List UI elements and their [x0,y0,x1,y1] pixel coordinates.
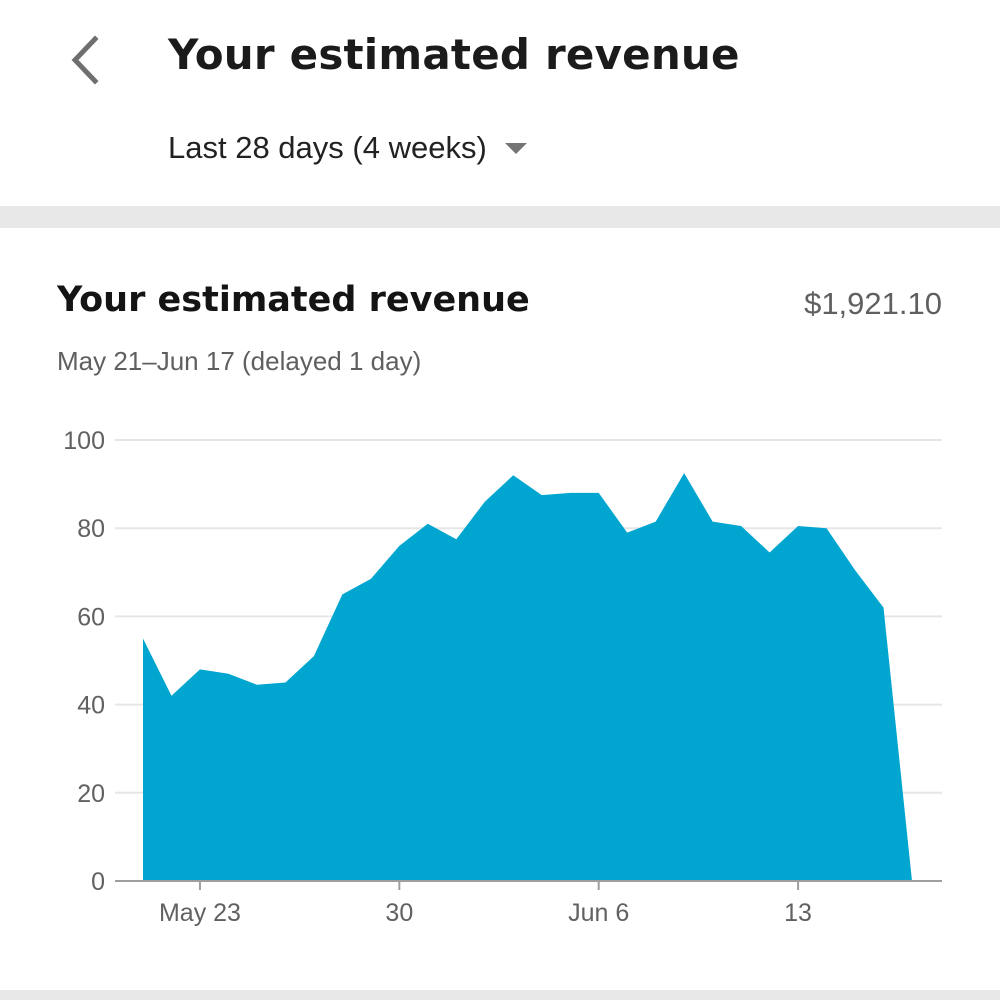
chevron-left-icon [71,35,99,85]
triangle-down-icon [504,142,527,154]
card-title: Your estimated revenue [57,280,530,320]
y-tick-label: 80 [77,515,105,543]
page-title: Your estimated revenue [168,30,740,79]
revenue-area-chart: 0 20 40 60 80 100 May 23 30 Jun 6 13 [63,427,942,927]
period-dropdown[interactable]: Last 28 days (4 weeks) [168,130,527,166]
back-button[interactable] [50,25,120,95]
revenue-area-series [143,473,912,881]
bottom-divider [0,990,1000,1000]
date-range-subtitle: May 21–Jun 17 (delayed 1 day) [57,346,422,376]
section-divider [0,206,1000,228]
y-tick-label: 20 [77,780,105,808]
app-header: Your estimated revenue Last 28 days (4 w… [0,0,1000,206]
y-tick-label: 60 [77,603,105,631]
x-tick-label: 13 [784,899,812,927]
y-tick-label: 40 [77,692,105,720]
period-label: Last 28 days (4 weeks) [168,130,487,165]
revenue-total: $1,921.10 [804,286,942,321]
y-tick-label: 100 [63,427,105,455]
x-tick-label: 30 [385,899,413,927]
y-tick-label: 0 [91,868,105,896]
x-tick-label: May 23 [159,899,241,927]
x-tick-label: Jun 6 [568,899,629,927]
